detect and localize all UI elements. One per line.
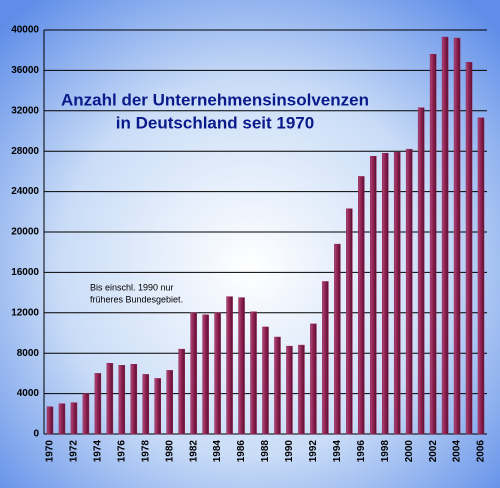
bar: [298, 344, 305, 435]
y-tick-label: 40000: [11, 25, 39, 36]
y-tick-label: 28000: [11, 146, 39, 157]
bar: [82, 393, 90, 435]
x-tick-label: 1972: [69, 440, 80, 463]
bar: [405, 148, 413, 435]
bar: [178, 348, 185, 435]
bar: [453, 37, 461, 435]
x-tick-label: 1974: [93, 440, 104, 463]
y-tick-label: 20000: [11, 227, 39, 238]
x-tick-label: 1992: [308, 440, 319, 463]
bar: [322, 281, 329, 435]
bar: [154, 378, 161, 435]
bar: [334, 243, 341, 435]
bar: [166, 370, 173, 435]
y-tick-label: 8000: [17, 348, 40, 359]
x-tick-label: 1970: [45, 440, 56, 463]
y-tick-label: 36000: [11, 65, 39, 76]
y-tick-label: 16000: [11, 267, 39, 278]
bar: [429, 53, 437, 435]
x-tick-label: 1978: [140, 440, 151, 463]
x-tick-label: 2004: [452, 440, 463, 463]
annotation: früheres Bundesgebiet.: [90, 294, 183, 304]
bar: [465, 62, 473, 435]
bar: [202, 314, 209, 435]
bar: [238, 297, 245, 435]
bar: [214, 312, 221, 435]
bar: [358, 176, 365, 435]
x-tick-label: 2000: [404, 440, 415, 463]
chart-title: in Deutschland seit 1970: [116, 113, 314, 132]
bar: [226, 296, 233, 435]
annotation: Bis einschl. 1990 nur: [90, 282, 174, 292]
x-tick-label: 1990: [284, 440, 295, 463]
bar: [94, 373, 102, 435]
bar: [70, 402, 78, 435]
bar: [441, 36, 449, 435]
y-tick-label: 4000: [17, 388, 40, 399]
bar: [250, 311, 257, 435]
bar: [142, 374, 150, 435]
x-tick-label: 1984: [212, 440, 223, 463]
x-tick-label: 1996: [356, 440, 367, 463]
bar: [310, 323, 317, 435]
bar: [190, 312, 197, 435]
bar: [346, 208, 353, 435]
x-tick-label: 1976: [116, 440, 127, 463]
bar: [393, 151, 401, 435]
y-tick-label: 0: [33, 429, 39, 440]
bar: [262, 326, 269, 435]
bar: [417, 107, 425, 435]
bar: [381, 152, 389, 435]
bar: [118, 365, 126, 435]
y-tick-label: 24000: [11, 186, 39, 197]
y-tick-label: 32000: [11, 105, 39, 116]
y-tick-label: 12000: [11, 307, 39, 318]
bar: [46, 406, 54, 435]
x-tick-label: 2006: [476, 440, 487, 463]
x-tick-label: 1988: [260, 440, 271, 463]
bar: [477, 117, 485, 435]
bar: [286, 345, 293, 435]
bar: [274, 336, 281, 435]
x-tick-label: 1998: [380, 440, 391, 463]
x-tick-label: 1994: [332, 440, 343, 463]
x-tick-label: 1982: [188, 440, 199, 463]
bar: [106, 363, 114, 435]
x-tick-label: 1986: [236, 440, 247, 463]
x-tick-label: 2002: [428, 440, 439, 463]
bar: [130, 364, 138, 435]
chart-title: Anzahl der Unternehmensinsolvenzen: [61, 90, 369, 109]
bar: [370, 156, 377, 435]
bar: [58, 403, 66, 435]
x-tick-label: 1980: [164, 440, 175, 463]
